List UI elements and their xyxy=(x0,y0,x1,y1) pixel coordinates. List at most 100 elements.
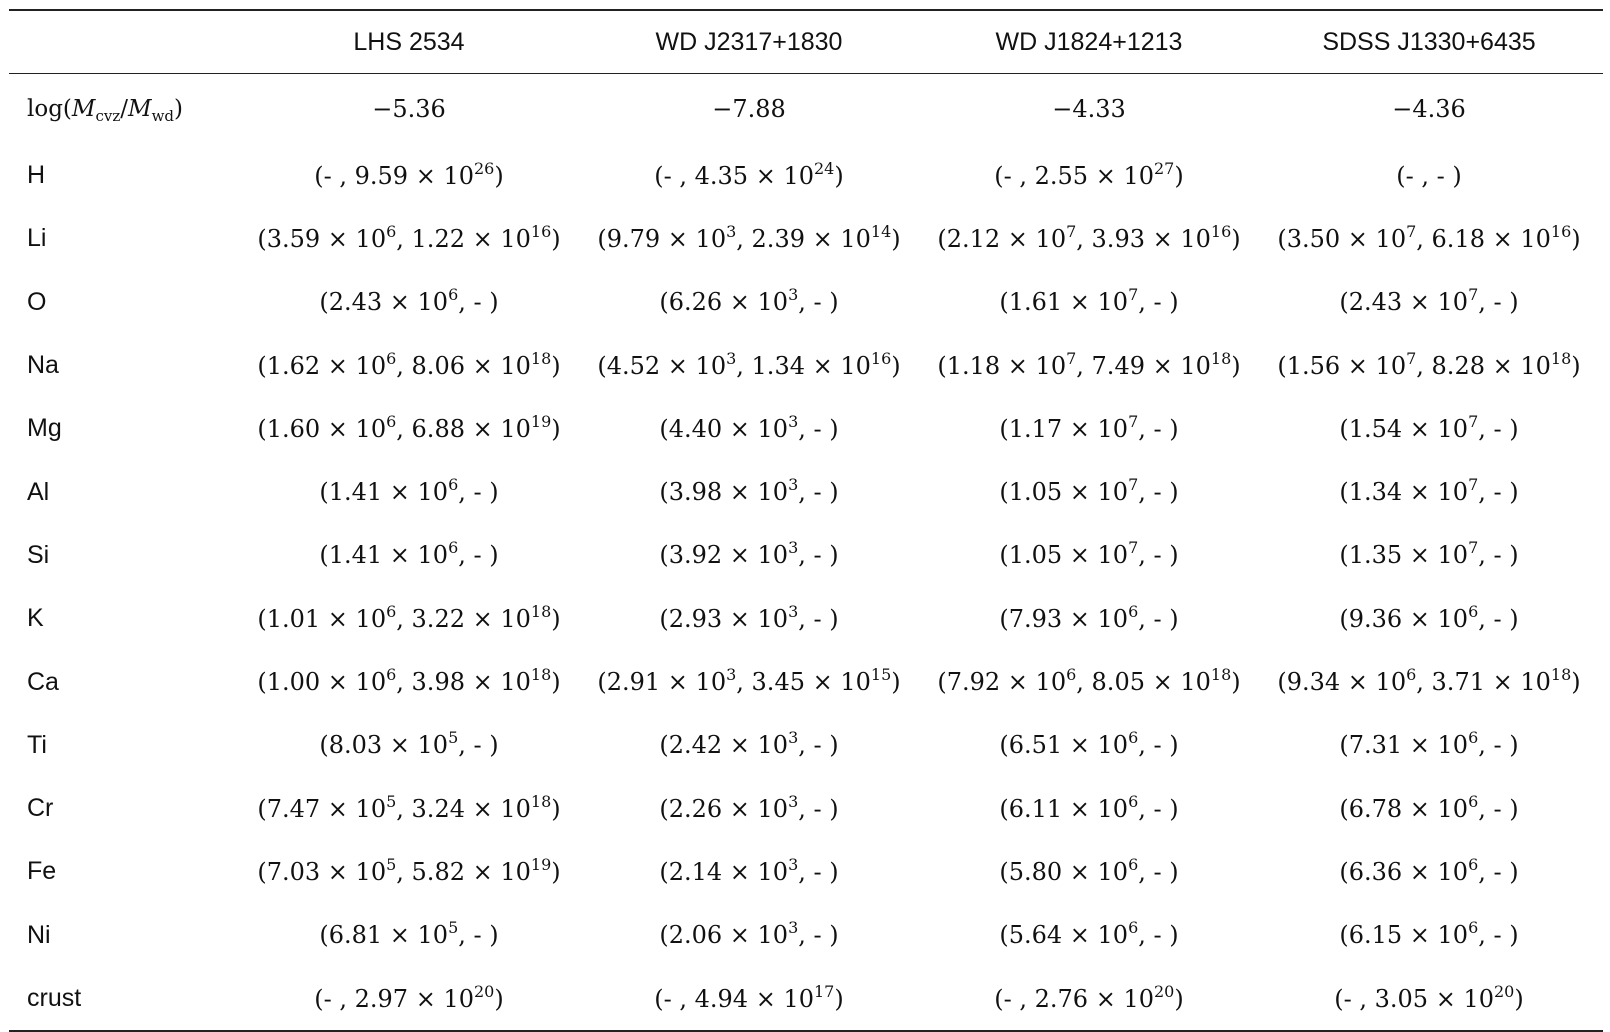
table-row: Fe (7.03 × 105, 5.82 × 1019) (2.14 × 103, … xyxy=(9,840,1603,903)
column-header: WD J2317+1830 xyxy=(655,27,843,56)
mass-ratio-label: log(Mcvz/Mwd) xyxy=(27,96,183,125)
table-cell: (6.78 × 106, - ) xyxy=(1259,793,1599,823)
cell-text: ) xyxy=(1174,984,1184,1013)
cell-text: (6.11 × 10 xyxy=(999,794,1129,823)
table-cell: (3.92 × 103, - ) xyxy=(579,540,919,570)
exponent: 18 xyxy=(1210,348,1232,368)
table-cell: (1.62 × 106, 8.06 × 1018) xyxy=(239,350,579,380)
table-cell: (8.03 × 105, - ) xyxy=(239,730,579,760)
cell-text: , - ) xyxy=(1138,478,1179,507)
cell-text: (1.54 × 10 xyxy=(1339,414,1469,443)
cell-text: (6.78 × 10 xyxy=(1339,794,1469,823)
cell-text: ) xyxy=(494,984,504,1013)
table-cell: (6.81 × 105, - ) xyxy=(239,918,579,950)
cell-text: ) xyxy=(1174,161,1184,190)
cell-text: (9.36 × 10 xyxy=(1339,604,1469,633)
cell-text: (1.05 × 10 xyxy=(999,541,1129,570)
table-cell: (2.26 × 103, - ) xyxy=(579,791,919,823)
table-cell: (1.56 × 107, 8.28 × 1018) xyxy=(1259,350,1599,380)
table-cell: (1.01 × 106, 3.22 × 1018) xyxy=(239,603,579,633)
cell-text: ) xyxy=(891,224,901,253)
exponent: 6 xyxy=(1468,918,1479,938)
cell-text: (1.61 × 10 xyxy=(999,288,1129,317)
exponent: 5 xyxy=(448,918,459,938)
exponent: 7 xyxy=(1128,411,1139,431)
cell-text: , - ) xyxy=(798,731,839,760)
table-row: K (1.01 × 106, 3.22 × 1018) (2.93 × 103, -… xyxy=(9,587,1603,650)
table-cell: (7.92 × 106, 8.05 × 1018) xyxy=(919,665,1259,697)
cell-text: (9.79 × 10 xyxy=(597,224,727,253)
cell-text: ) xyxy=(551,794,561,823)
row-label: Li xyxy=(27,224,47,253)
row-label: Ni xyxy=(27,920,51,949)
cell-text: , - ) xyxy=(458,731,499,760)
cell-text: , 3.93 × 10 xyxy=(1076,224,1211,253)
cell-text: (1.00 × 10 xyxy=(257,668,387,697)
row-label: Mg xyxy=(27,414,62,443)
cell-text: ) xyxy=(1231,224,1241,253)
exponent: 7 xyxy=(1066,348,1077,368)
table-row: Li (3.59 × 106, 1.22 × 1016) (9.79 × 103, … xyxy=(9,207,1603,270)
exponent: 20 xyxy=(473,981,495,1001)
exponent: 7 xyxy=(1468,411,1479,431)
table-cell: (6.11 × 106, - ) xyxy=(919,793,1259,823)
cell-text: (6.51 × 10 xyxy=(999,731,1129,760)
exponent: 27 xyxy=(1153,158,1175,178)
cell-text: ) xyxy=(551,414,561,443)
cell-text: (1.34 × 10 xyxy=(1339,478,1469,507)
cell-text: ) xyxy=(834,984,844,1013)
cell-text: , - ) xyxy=(458,478,499,507)
exponent: 18 xyxy=(1210,665,1232,685)
cell-text: ) xyxy=(494,161,504,190)
table-cell: (- , 4.94 × 1017) xyxy=(579,983,919,1013)
cell-text: ) xyxy=(551,857,561,886)
cell-text: (2.91 × 10 xyxy=(597,668,727,697)
table-cell: (1.35 × 107, - ) xyxy=(1259,540,1599,570)
cell-text: (7.93 × 10 xyxy=(999,604,1129,633)
bottom-rule xyxy=(9,1030,1603,1032)
table-cell: (2.91 × 103, 3.45 × 1015) xyxy=(579,667,919,697)
table-cell: (7.03 × 105, 5.82 × 1019) xyxy=(239,854,579,886)
column-header: LHS 2534 xyxy=(353,27,465,56)
exponent: 20 xyxy=(1153,981,1175,1001)
row-label: O xyxy=(27,287,47,316)
cell-text: , - ) xyxy=(798,921,839,950)
cell-text: (7.31 × 10 xyxy=(1339,731,1469,760)
cell-text: ) xyxy=(1231,351,1241,380)
table-cell: (- , 3.05 × 1020) xyxy=(1259,983,1599,1013)
table-cell: −5.36 xyxy=(372,95,446,123)
cell-text: , 2.39 × 10 xyxy=(736,224,871,253)
table-cell: (5.80 × 106, - ) xyxy=(919,856,1259,886)
cell-text: (4.52 × 10 xyxy=(597,351,727,380)
row-label: crust xyxy=(27,984,82,1012)
cell-text: (- , - ) xyxy=(1396,161,1462,190)
table-cell: (4.40 × 103, - ) xyxy=(579,411,919,443)
table-cell: (6.15 × 106, - ) xyxy=(1259,918,1599,950)
exponent: 5 xyxy=(386,791,397,811)
cell-text: , - ) xyxy=(798,604,839,633)
exponent: 6 xyxy=(448,475,459,495)
cell-text: (- , 2.55 × 10 xyxy=(994,161,1154,190)
cell-text: (1.35 × 10 xyxy=(1339,541,1469,570)
exponent: 18 xyxy=(1550,665,1572,685)
cell-text: ) xyxy=(1571,668,1581,697)
cell-text: , 8.05 × 10 xyxy=(1076,668,1211,697)
table-cell: (2.14 × 103, - ) xyxy=(579,856,919,886)
cell-text: , - ) xyxy=(1478,921,1519,950)
cell-text: , - ) xyxy=(1478,604,1519,633)
exponent: 3 xyxy=(788,411,799,431)
exponent: 3 xyxy=(788,791,799,811)
cell-text: (3.92 × 10 xyxy=(659,541,789,570)
exponent: 6 xyxy=(386,411,397,431)
table-row: O (2.43 × 106, - ) (6.26 × 103, - ) (1.61 ×… xyxy=(9,271,1603,334)
cell-text: , 1.22 × 10 xyxy=(396,224,531,253)
cell-text: ) xyxy=(551,351,561,380)
cell-text: , 8.06 × 10 xyxy=(396,351,531,380)
exponent: 5 xyxy=(386,854,397,874)
exponent: 3 xyxy=(788,728,799,748)
cell-text: , - ) xyxy=(1478,478,1519,507)
cell-text: , 3.71 × 10 xyxy=(1416,668,1551,697)
cell-text: (3.98 × 10 xyxy=(659,478,789,507)
cell-text: , 7.49 × 10 xyxy=(1076,351,1211,380)
exponent: 7 xyxy=(1128,538,1139,558)
